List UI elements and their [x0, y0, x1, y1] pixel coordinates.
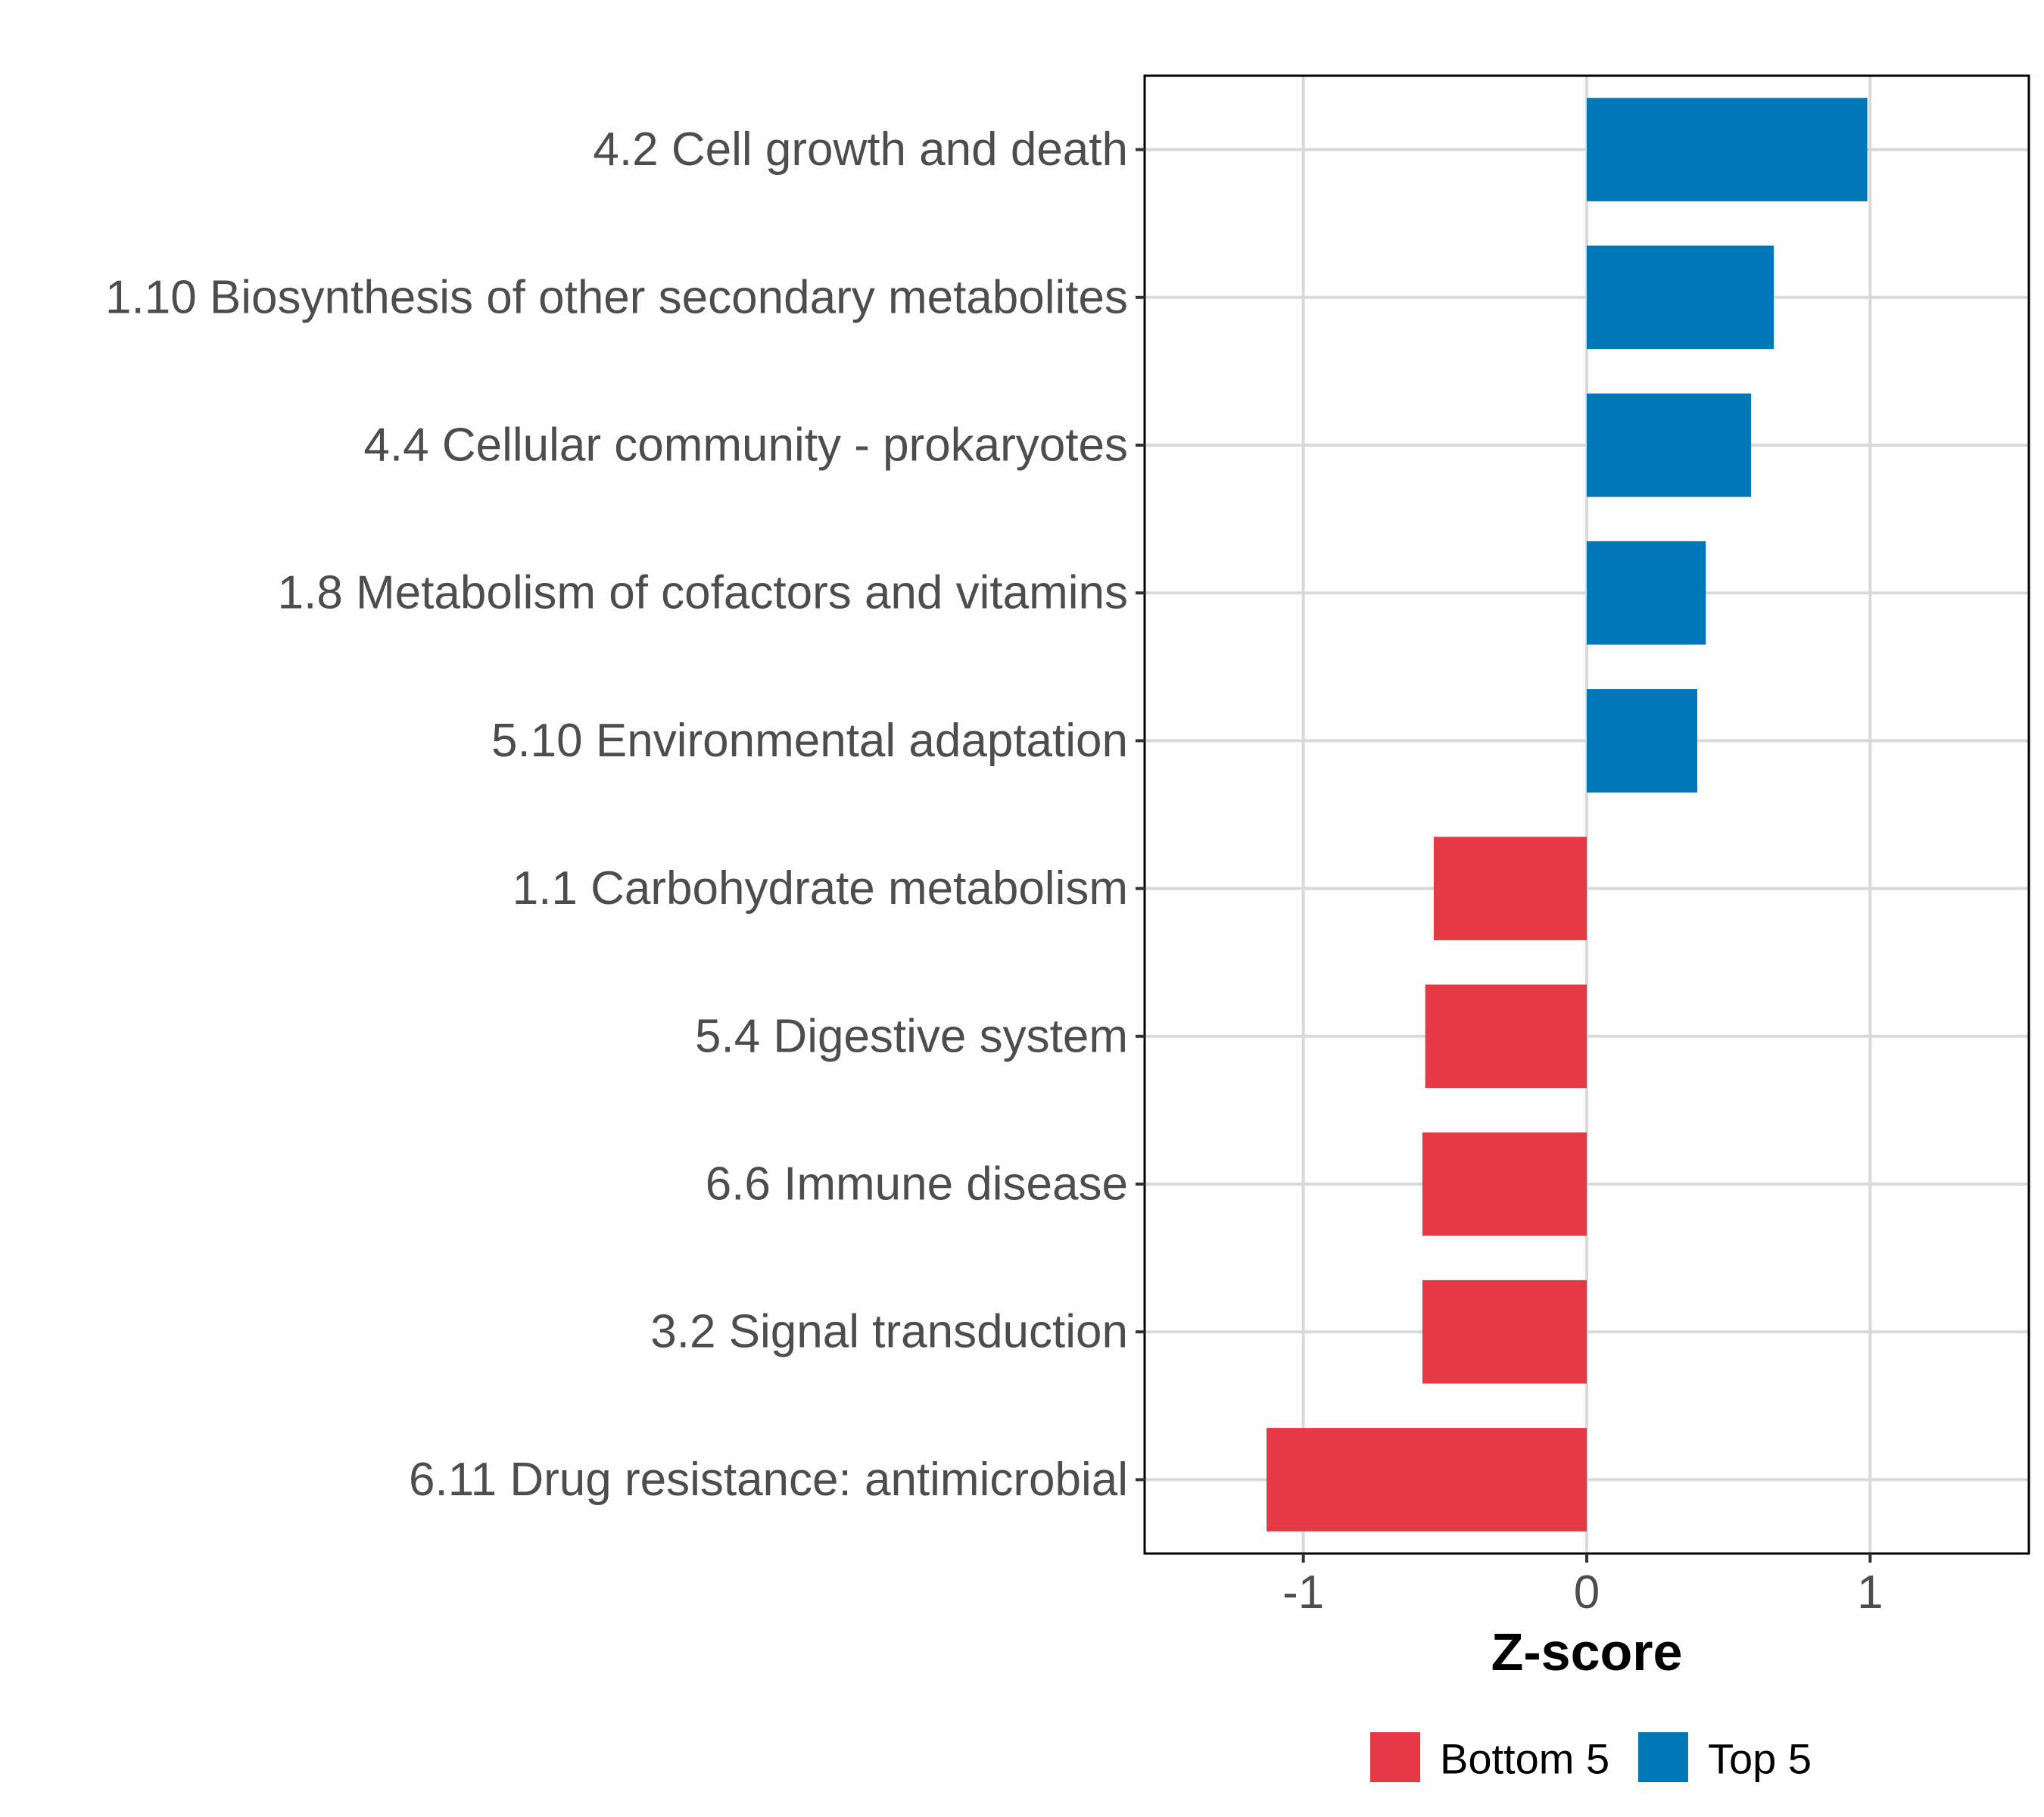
bar-layer — [1266, 98, 1868, 1532]
bar — [1422, 1279, 1587, 1384]
bar — [1587, 98, 1868, 201]
y-tick-label: 4.2 Cell growth and death — [593, 123, 1128, 176]
y-axis: 4.2 Cell growth and death 1.10 Biosynthes… — [105, 123, 1145, 1506]
x-axis: -1 0 1 — [1282, 1554, 1884, 1619]
bar — [1587, 689, 1697, 793]
y-tick-label: 1.1 Carbohydrate metabolism — [513, 862, 1128, 915]
y-tick-label: 6.11 Drug resistance: antimicrobial — [409, 1454, 1128, 1506]
bar — [1587, 393, 1752, 497]
x-axis-title: Z-score — [1491, 1622, 1683, 1681]
bar — [1425, 984, 1587, 1089]
x-tick-label: 0 — [1574, 1566, 1600, 1619]
bar — [1266, 1428, 1587, 1532]
y-tick-label: 1.10 Biosynthesis of other secondary met… — [105, 271, 1128, 323]
bar — [1433, 837, 1587, 940]
bar — [1422, 1132, 1587, 1236]
bar — [1587, 245, 1774, 350]
y-tick-label: 5.10 Environmental adaptation — [491, 715, 1128, 767]
legend-label: Top 5 — [1708, 1735, 1812, 1783]
legend-swatch — [1638, 1732, 1688, 1782]
y-tick-label: 6.6 Immune disease — [706, 1158, 1128, 1211]
x-tick-label: 1 — [1857, 1566, 1883, 1619]
y-tick-label: 3.2 Signal transduction — [650, 1306, 1128, 1358]
y-tick-label: 1.8 Metabolism of cofactors and vitamins — [278, 567, 1128, 619]
x-tick-label: -1 — [1282, 1566, 1324, 1619]
bar — [1587, 541, 1706, 645]
y-tick-label: 4.4 Cellular community - prokaryotes — [363, 419, 1128, 472]
y-tick-label: 5.4 Digestive system — [695, 1010, 1128, 1062]
legend: Bottom 5 Top 5 — [1370, 1732, 1812, 1783]
legend-label: Bottom 5 — [1440, 1735, 1609, 1783]
legend-swatch — [1370, 1732, 1420, 1782]
